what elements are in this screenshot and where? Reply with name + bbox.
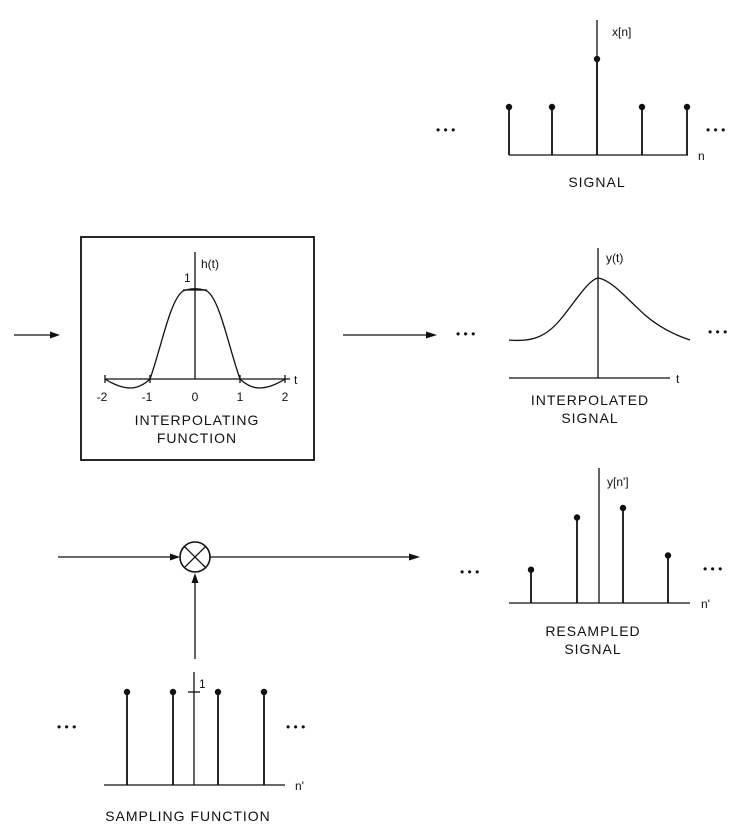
sampling-stem-dot [123,688,131,696]
sampling-right-ellipsis: • • • [286,720,305,734]
interpolated-caption-line1: INTERPOLATED [531,392,649,408]
signal-stem-dot [638,103,646,111]
box-caption-line1: INTERPOLATING [135,412,260,428]
h-one-label: 1 [184,271,191,285]
resampled-caption-line1: RESAMPLED [545,623,640,639]
sampling-caption: SAMPLING FUNCTION [105,808,271,824]
h-curve [104,288,286,389]
signal-ylabel: x[n] [612,25,631,39]
y-xlabel: t [676,372,680,386]
resampled-caption-line2: SIGNAL [564,641,621,657]
h-tick-0: 0 [192,390,199,404]
signal-stem-dot [505,103,513,111]
sampling-stem-dot [260,688,268,696]
sampling-stem-dot [214,688,222,696]
box-caption-line2: FUNCTION [157,430,237,446]
h-ylabel: h(t) [201,257,219,271]
resampled-xlabel: n' [701,597,710,611]
h-xlabel: t [294,373,298,387]
signal-stem-dot [548,103,556,111]
interpolated-caption-line2: SIGNAL [561,410,618,426]
resampled-ylabel: y[n'] [607,475,629,489]
signal-stem-dot [593,55,601,63]
signal-right-ellipsis: • • • [706,123,725,137]
signal-stem-dot [683,103,691,111]
sampling-one-label: 1 [199,677,206,691]
input-arrow [14,331,60,339]
resampled-stem-dot [573,514,581,521]
interpolated-left-ellipsis: • • • [456,327,475,341]
signal-plot: x[n] n SIGNAL • • • • • • [436,20,725,190]
h-tick-1: 1 [237,390,244,404]
interpolated-right-ellipsis: • • • [708,325,727,339]
signal-caption: SIGNAL [568,174,625,190]
resampled-stem-dot [664,552,672,559]
interpolating-function-box: h(t) 1 t -2 -1 0 1 2 INTERPOLATING FUNCT… [80,236,315,461]
multiplier-path [58,541,420,659]
output-arrow [343,331,437,339]
h-tick-neg2: -2 [97,390,108,404]
resampled-stem-dot [527,566,535,573]
signal-xlabel: n [698,149,705,163]
resampled-left-ellipsis: • • • [460,565,479,579]
interpolated-plot: y(t) t INTERPOLATED SIGNAL • • • • • • [456,248,727,426]
resampled-stem-dot [619,504,627,512]
resampled-right-ellipsis: • • • [703,562,722,576]
sampling-xlabel: n' [295,779,304,793]
h-tick-neg1: -1 [142,390,153,404]
y-curve [508,277,691,342]
signal-left-ellipsis: • • • [436,123,455,137]
sampling-left-ellipsis: • • • [57,720,76,734]
box-border [80,236,315,461]
sampling-plot: 1 n' SAMPLING FUNCTION • • • • • • [57,672,305,824]
y-ylabel: y(t) [606,251,623,265]
resampled-plot: y[n'] n' RESAMPLED SIGNAL • • • • • • [460,468,722,657]
sampling-stem-dot [169,688,177,696]
h-tick-2: 2 [282,390,289,404]
